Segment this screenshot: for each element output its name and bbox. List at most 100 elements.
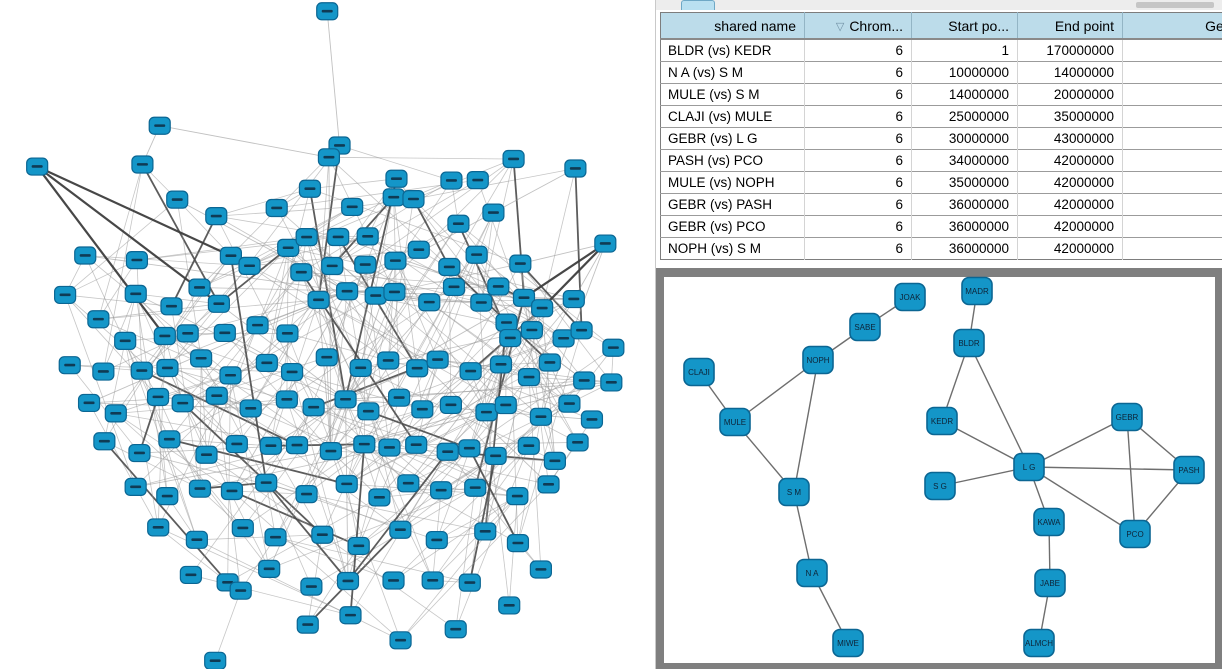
network-node[interactable] — [158, 430, 181, 449]
network-node-s-g[interactable]: S G — [924, 471, 956, 501]
network-node[interactable] — [442, 277, 466, 297]
network-node[interactable] — [160, 297, 183, 316]
column-header-end-point[interactable]: End point — [1017, 12, 1123, 40]
table-row[interactable]: GEBR (vs) L G6300000004300000016.9 — [660, 127, 1222, 150]
network-node[interactable] — [316, 2, 339, 21]
network-node[interactable] — [130, 361, 153, 380]
network-node[interactable] — [520, 320, 543, 340]
network-node[interactable] — [570, 321, 593, 340]
network-node-madr[interactable]: MADR — [961, 276, 993, 306]
network-node[interactable] — [124, 284, 147, 303]
table-row[interactable]: MULE (vs) NOPH6350000004200000010.5 — [660, 171, 1222, 194]
network-node[interactable] — [405, 435, 428, 454]
network-node-pash[interactable]: PASH — [1173, 455, 1205, 485]
network-node[interactable] — [339, 606, 362, 625]
network-node[interactable] — [219, 246, 243, 265]
table-row[interactable]: GEBR (vs) PASH636000000420000008.9 — [660, 193, 1222, 216]
column-header-shared-name[interactable]: shared name — [660, 12, 805, 40]
detail-network-canvas[interactable]: JOAK SABE NOPH CLAJI MULE S M N A MIWE MADR BLDR K… — [656, 268, 1222, 669]
network-node[interactable] — [285, 436, 309, 455]
network-node[interactable] — [124, 477, 147, 497]
network-node[interactable] — [315, 348, 338, 367]
filter-icon[interactable]: ▽ — [835, 20, 845, 33]
network-node[interactable] — [77, 393, 101, 413]
table-row[interactable]: PASH (vs) PCO6340000004200000011.4 — [660, 149, 1222, 172]
network-node-mule[interactable]: MULE — [719, 407, 751, 437]
network-node[interactable] — [509, 254, 532, 273]
network-node[interactable] — [277, 238, 300, 257]
network-node[interactable] — [276, 324, 299, 343]
network-node[interactable] — [466, 171, 489, 190]
network-node[interactable] — [470, 293, 493, 312]
network-node[interactable] — [529, 560, 553, 579]
network-node[interactable] — [580, 410, 604, 429]
network-node[interactable] — [512, 288, 536, 307]
network-node[interactable] — [464, 478, 487, 497]
network-node[interactable] — [238, 256, 261, 275]
network-node[interactable] — [566, 433, 589, 452]
network-node[interactable] — [517, 436, 540, 455]
network-node[interactable] — [426, 350, 449, 369]
network-node-s-m[interactable]: S M — [778, 477, 810, 507]
network-node-joak[interactable]: JOAK — [894, 282, 926, 312]
network-node[interactable] — [475, 403, 498, 422]
network-node[interactable] — [406, 359, 429, 378]
network-node[interactable] — [382, 571, 405, 590]
network-node-gebr[interactable]: GEBR — [1111, 402, 1143, 432]
network-node[interactable] — [258, 559, 281, 578]
network-node[interactable] — [307, 290, 330, 310]
network-node[interactable] — [146, 387, 170, 407]
network-node[interactable] — [384, 251, 407, 270]
network-node[interactable] — [190, 349, 213, 368]
network-node[interactable] — [564, 159, 587, 178]
network-node[interactable] — [368, 488, 391, 507]
tab-fragment[interactable] — [681, 0, 715, 10]
network-node[interactable] — [74, 246, 97, 265]
network-node[interactable] — [506, 487, 529, 506]
network-node[interactable] — [458, 439, 481, 458]
network-node[interactable] — [364, 286, 387, 305]
network-node[interactable] — [517, 368, 541, 387]
network-node[interactable] — [207, 294, 230, 313]
network-node[interactable] — [389, 520, 412, 539]
network-node[interactable] — [176, 324, 199, 343]
network-node-miwe[interactable]: MIWE — [832, 628, 864, 658]
network-node[interactable] — [537, 475, 560, 494]
network-node[interactable] — [188, 278, 211, 297]
network-node[interactable] — [114, 331, 137, 350]
table-row[interactable]: N A (vs) S M610000000140000006.6 — [660, 61, 1222, 84]
network-node[interactable] — [531, 299, 554, 318]
network-node[interactable] — [220, 481, 244, 501]
network-node[interactable] — [357, 402, 380, 421]
network-node[interactable] — [259, 436, 282, 455]
network-node[interactable] — [275, 390, 298, 409]
network-node[interactable] — [402, 189, 425, 209]
network-node[interactable] — [295, 228, 318, 247]
network-node[interactable] — [558, 394, 581, 413]
network-node[interactable] — [156, 487, 179, 506]
network-node[interactable] — [499, 328, 522, 348]
network-node[interactable] — [264, 528, 287, 547]
network-node[interactable] — [430, 481, 453, 500]
network-node[interactable] — [246, 316, 269, 335]
network-node[interactable] — [378, 438, 401, 457]
table-row[interactable]: CLAJI (vs) MULE625000000350000005.9 — [660, 105, 1222, 128]
network-node[interactable] — [389, 631, 412, 650]
network-node[interactable] — [436, 442, 459, 461]
network-node[interactable] — [311, 525, 334, 544]
network-node[interactable] — [382, 188, 405, 207]
network-node-l-g[interactable]: L G — [1013, 452, 1045, 482]
network-node[interactable] — [171, 394, 194, 413]
network-node[interactable] — [538, 353, 561, 372]
network-node[interactable] — [319, 442, 342, 461]
network-node[interactable] — [298, 179, 322, 198]
network-node-pco[interactable]: PCO — [1119, 519, 1151, 549]
network-node[interactable] — [594, 234, 617, 253]
network-node[interactable] — [502, 149, 525, 169]
network-node[interactable] — [219, 366, 242, 385]
network-node[interactable] — [104, 404, 127, 423]
network-node[interactable] — [148, 116, 171, 135]
network-node[interactable] — [147, 518, 170, 537]
network-node-n-a[interactable]: N A — [796, 558, 828, 588]
network-node[interactable] — [385, 169, 408, 188]
